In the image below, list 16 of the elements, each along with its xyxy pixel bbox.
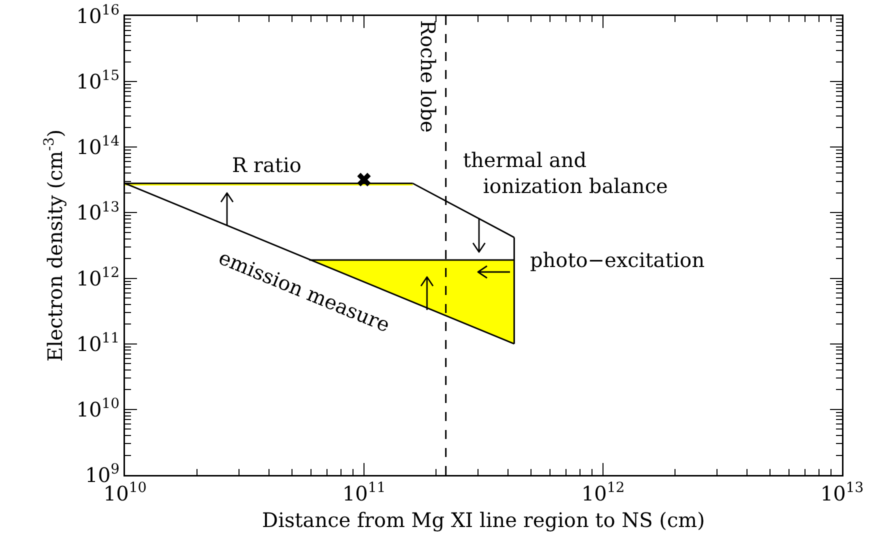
series-label: R ratio xyxy=(232,153,302,177)
y-tick-label: 10$^{10}$ xyxy=(76,396,120,422)
x-tick-label: 10$^{11}$ xyxy=(342,480,386,506)
ref-line-label: Roche lobe xyxy=(416,20,440,133)
x-tick-label: 10$^{12}$ xyxy=(581,480,625,506)
series-label: thermal and ionization balance xyxy=(463,148,668,198)
y-tick-label: 10$^{16}$ xyxy=(76,2,120,28)
x-axis-title: Distance from Mg XI line region to NS (cm) xyxy=(262,508,705,532)
y-tick-label: 10$^{12}$ xyxy=(76,264,120,290)
series-label: photo−excitation xyxy=(530,248,705,272)
y-tick-label: 10$^{9}$ xyxy=(85,462,120,487)
y-tick-label: 10$^{11}$ xyxy=(76,330,120,356)
y-tick-label: 10$^{14}$ xyxy=(76,134,120,160)
y-tick-label: 10$^{15}$ xyxy=(76,68,120,94)
y-tick-label: 10$^{13}$ xyxy=(76,199,120,225)
x-tick-label: 10$^{13}$ xyxy=(820,480,864,506)
